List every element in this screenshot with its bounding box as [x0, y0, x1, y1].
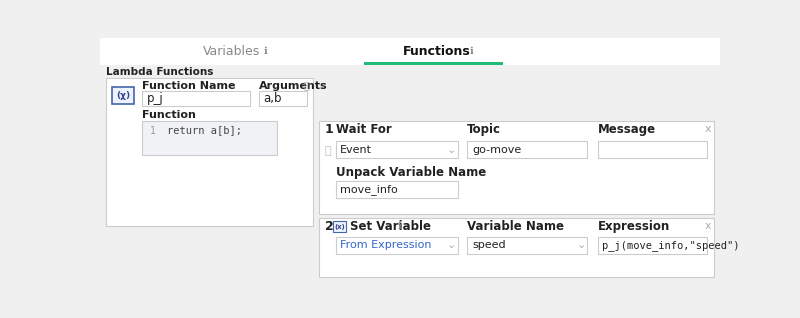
Text: return a[b];: return a[b];: [166, 126, 242, 135]
Text: 🔒: 🔒: [303, 80, 309, 90]
Text: Wait For: Wait For: [336, 122, 391, 135]
Text: ⌄: ⌄: [447, 240, 457, 250]
Bar: [333, 221, 346, 232]
Text: (x): (x): [334, 224, 345, 230]
Text: Lambda Functions: Lambda Functions: [106, 67, 214, 77]
Text: Variable Name: Variable Name: [467, 219, 564, 232]
Bar: [318, 218, 714, 277]
Bar: [106, 78, 313, 226]
Text: Function Name: Function Name: [142, 81, 235, 91]
Bar: [336, 141, 458, 158]
Text: Expression: Expression: [598, 219, 670, 232]
Text: ⌄: ⌄: [577, 240, 586, 250]
Bar: [259, 91, 307, 106]
Text: Topic: Topic: [467, 122, 502, 135]
Text: p_j(move_info,"speed"): p_j(move_info,"speed"): [602, 240, 740, 251]
Text: Arguments: Arguments: [259, 81, 327, 91]
Bar: [467, 237, 587, 254]
Text: p_j: p_j: [146, 92, 163, 105]
Text: x: x: [704, 221, 711, 231]
Text: ℹ: ℹ: [264, 46, 268, 56]
Text: Event: Event: [340, 145, 372, 155]
Text: (χ): (χ): [116, 91, 130, 100]
Text: 2: 2: [325, 219, 334, 232]
Text: ⧖: ⧖: [325, 146, 331, 156]
Bar: [142, 121, 277, 155]
Text: go-move: go-move: [472, 145, 522, 155]
Bar: [336, 181, 458, 198]
Text: move_info: move_info: [340, 184, 398, 195]
Text: Function: Function: [142, 110, 196, 120]
Bar: [318, 121, 714, 214]
Bar: [112, 87, 134, 104]
Text: ℹ: ℹ: [470, 46, 473, 56]
Bar: [100, 38, 720, 65]
Bar: [363, 62, 503, 65]
Bar: [598, 237, 707, 254]
Text: 1: 1: [150, 126, 156, 135]
Bar: [142, 91, 250, 106]
Text: Variables: Variables: [203, 45, 260, 58]
Text: Set Variable: Set Variable: [350, 219, 430, 232]
Text: ⌄: ⌄: [447, 145, 457, 155]
Text: Unpack Variable Name: Unpack Variable Name: [336, 166, 486, 179]
Text: x: x: [704, 124, 711, 134]
Bar: [467, 141, 587, 158]
Text: Message: Message: [598, 122, 656, 135]
Text: 1: 1: [325, 122, 334, 135]
Text: Functions: Functions: [403, 45, 471, 58]
Text: ℹ: ℹ: [398, 221, 401, 231]
Bar: [142, 121, 163, 155]
Bar: [598, 141, 707, 158]
Text: From Expression: From Expression: [340, 240, 432, 250]
Text: speed: speed: [472, 240, 506, 250]
Text: a,b: a,b: [263, 92, 282, 105]
Bar: [336, 237, 458, 254]
